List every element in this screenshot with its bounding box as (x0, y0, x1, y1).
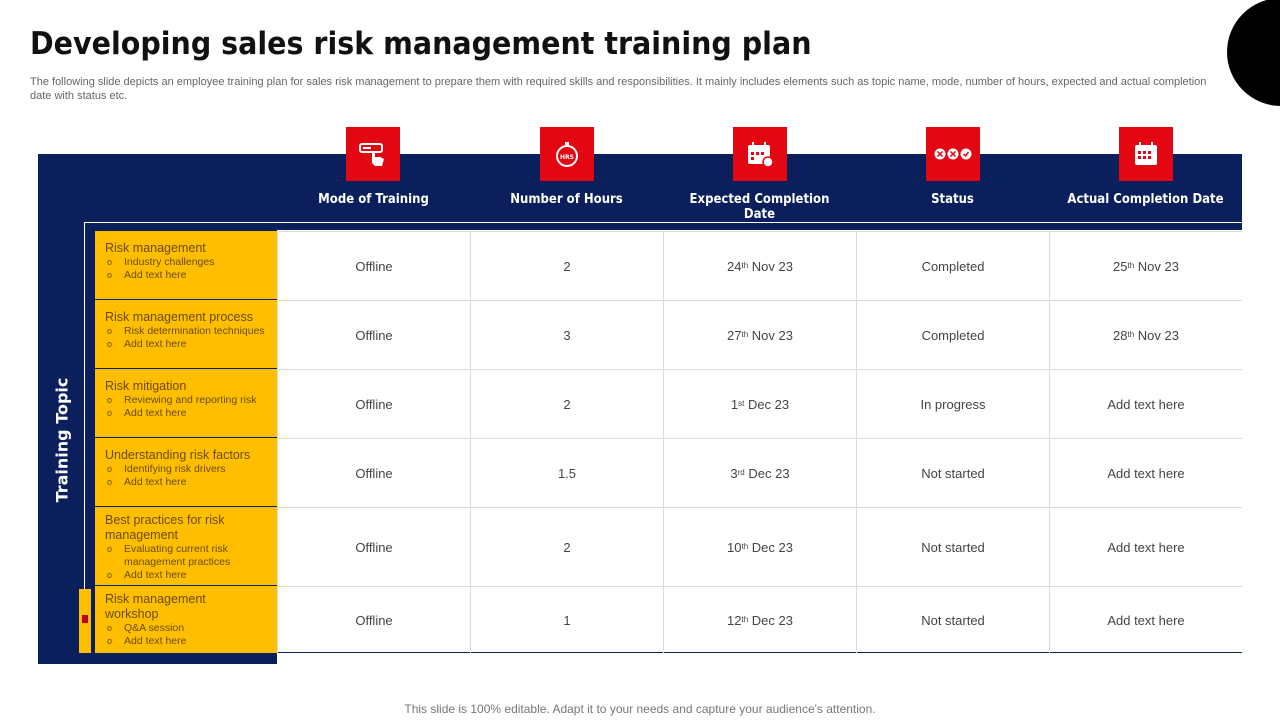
row-marker-dot (82, 615, 88, 623)
topic-sub-item: o Add text here (107, 407, 187, 419)
topic-title: Risk management (105, 241, 206, 255)
mode-cell: Offline (277, 232, 470, 300)
page-subtitle: The following slide depicts an employee … (30, 76, 1207, 102)
training-topic-label: Training Topic (52, 377, 72, 503)
topic-cell: Risk management o Industry challenges o Ad… (95, 231, 277, 299)
side-divider (84, 222, 85, 650)
column-header-hours: Number of Hours (510, 192, 623, 207)
corner-decoration (1227, 0, 1280, 106)
svg-text:HRS: HRS (560, 154, 574, 161)
status-cell: Not started (856, 439, 1049, 507)
mode-cell: Offline (277, 587, 470, 653)
column-header-expected-date: Expected Completion Date (689, 192, 830, 222)
topic-cell: Understanding risk factors o Identifying … (95, 438, 277, 506)
topic-title: Risk management workshop (105, 592, 206, 621)
topic-sub-item: o Add text here (107, 269, 187, 281)
hours-cell: 2 (470, 370, 663, 438)
actual-date-cell: Add text here (1049, 508, 1242, 586)
topic-sub-item: o Reviewing and reporting risk (107, 394, 257, 406)
status-cell: Not started (856, 587, 1049, 653)
topic-sub-item: o Add text here (107, 338, 187, 350)
mode-cell: Offline (277, 370, 470, 438)
status-cell: Completed (856, 232, 1049, 300)
topic-title: Understanding risk factors (105, 448, 251, 462)
status-cell: In progress (856, 370, 1049, 438)
hours-cell: 1.5 (470, 439, 663, 507)
topic-sub-item: o Identifying risk drivers (107, 463, 226, 475)
hours-cell: 3 (470, 301, 663, 369)
hours-cell: 2 (470, 508, 663, 586)
topic-sub-item: o Risk determination techniques (107, 325, 265, 337)
column-header-status: Status (931, 192, 974, 207)
topic-title: Best practices for risk management (105, 513, 225, 542)
mode-cell: Offline (277, 508, 470, 586)
mode-cell: Offline (277, 439, 470, 507)
column-header-mode: Mode of Training (318, 192, 429, 207)
topic-cell: Risk management process o Risk determinat… (95, 300, 277, 368)
status-cell: Completed (856, 301, 1049, 369)
topic-cell: Risk mitigation o Reviewing and reporting… (95, 369, 277, 437)
status-icons (926, 127, 980, 181)
status-cell: Not started (856, 508, 1049, 586)
stopwatch-icon: HRS (540, 127, 594, 181)
topic-sub-item: o Evaluating current risk management prac… (107, 543, 231, 568)
hand-pointer-icon (346, 127, 400, 181)
header-divider (84, 222, 1242, 223)
topic-sub-item: o Industry challenges (107, 256, 215, 268)
calendar-icon (1119, 127, 1173, 181)
topic-sub-item: o Q&A session (107, 622, 185, 634)
actual-date-cell: Add text here (1049, 587, 1242, 653)
mode-cell: Offline (277, 301, 470, 369)
footer-note: This slide is 100% editable. Adapt it to… (404, 702, 876, 716)
column-header-actual-date: Actual Completion Date (1067, 192, 1224, 207)
topic-sub-item: o Add text here (107, 569, 187, 581)
topic-title: Risk mitigation (105, 379, 187, 393)
hours-cell: 1 (470, 587, 663, 653)
page-title: Developing sales risk management trainin… (30, 26, 812, 62)
actual-date-cell: Add text here (1049, 439, 1242, 507)
topic-title: Risk management process (105, 310, 253, 324)
topic-cell: Best practices for risk management o Eval… (95, 507, 277, 585)
topic-sub-item: o Add text here (107, 635, 187, 647)
actual-date-cell: Add text here (1049, 370, 1242, 438)
hours-cell: 2 (470, 232, 663, 300)
topic-sub-item: o Add text here (107, 476, 187, 488)
calendar-clock-icon (733, 127, 787, 181)
